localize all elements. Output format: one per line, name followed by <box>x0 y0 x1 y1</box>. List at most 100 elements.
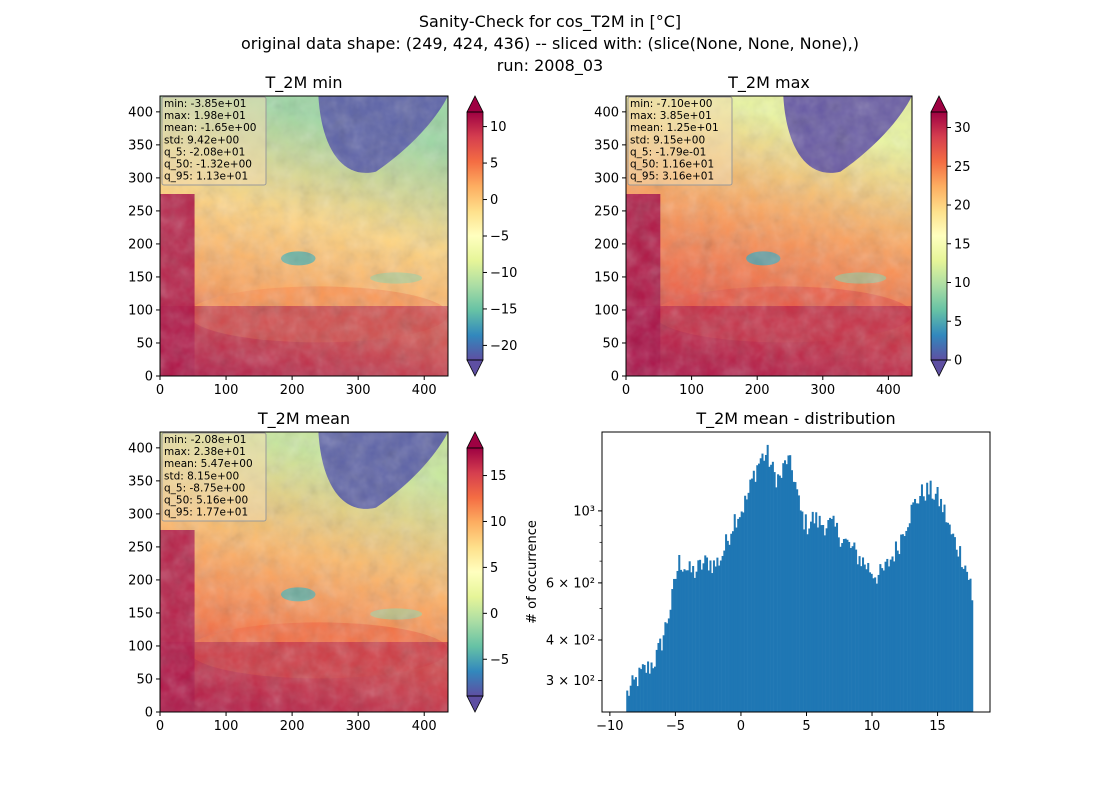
histogram-bar <box>959 546 962 712</box>
histogram-bar <box>841 543 844 712</box>
x-tick-label: −10 <box>596 719 623 734</box>
histogram-bar <box>789 455 792 712</box>
histogram-bar <box>842 539 845 712</box>
histogram-bar <box>863 564 866 712</box>
histogram-bar <box>907 527 910 712</box>
y-tick-label: 6 × 10² <box>546 576 595 591</box>
stats-line: q_50: 5.16e+00 <box>164 495 248 507</box>
histogram-bar <box>797 495 800 712</box>
colorbar-tick-label: 5 <box>954 315 962 330</box>
x-tick-label: 100 <box>214 719 239 734</box>
axes-title: T_2M mean <box>257 409 350 429</box>
histogram-bar <box>667 618 670 712</box>
y-tick-label: 100 <box>594 303 619 318</box>
histogram-bar <box>787 455 790 712</box>
histogram-bar <box>829 517 832 712</box>
histogram-bar <box>704 555 707 712</box>
histogram-bar <box>865 569 868 712</box>
histogram-panel: T_2M mean - distribution −10 −5 0 5 10 15 3 × 1… <box>525 409 991 734</box>
colorbar-tick-label: −20 <box>490 339 517 354</box>
colorbar-tick-label: 10 <box>490 120 507 135</box>
stats-line: max: 2.38e+01 <box>164 446 246 458</box>
histogram-bar <box>931 498 934 712</box>
histogram-bar <box>761 453 764 712</box>
histogram-bar <box>898 554 901 712</box>
histogram-bar <box>770 464 773 712</box>
histogram-bar <box>633 679 636 712</box>
histogram-bar <box>662 635 665 712</box>
histogram-bar <box>735 527 738 712</box>
y-tick-label: 150 <box>594 270 619 285</box>
colorbar-gradient <box>467 448 483 696</box>
colorbar-extend-max <box>466 431 484 449</box>
histogram-bar <box>792 481 795 712</box>
histogram-bar <box>634 677 637 712</box>
stats-line: q_5: -8.75e+00 <box>164 482 245 494</box>
histogram-bar <box>832 515 835 712</box>
stats-line: q_95: 1.13e+01 <box>164 171 248 183</box>
histogram-bar <box>851 546 854 712</box>
colorbar-tick-label: 5 <box>490 157 498 172</box>
histogram-bar <box>827 520 830 712</box>
histogram-bar <box>664 622 667 712</box>
histogram-bar <box>676 570 679 712</box>
histogram-bar <box>631 675 634 712</box>
stats-line: max: 3.85e+01 <box>630 110 712 122</box>
stats-line: max: 1.98e+01 <box>164 110 246 122</box>
histogram-bar <box>879 564 882 712</box>
histogram-bar <box>699 559 702 712</box>
stats-line: min: -7.10e+00 <box>630 98 712 110</box>
colorbar-tick-label: −5 <box>490 230 509 245</box>
histogram-bar <box>889 559 892 712</box>
histogram-bar <box>953 537 956 712</box>
histogram-bar <box>806 534 809 712</box>
histogram-bar <box>681 571 684 712</box>
histogram-bar <box>659 638 662 712</box>
y-tick-label: 150 <box>128 270 153 285</box>
figure-title-line-1: Sanity-Check for cos_T2M in [°C] <box>418 12 682 31</box>
y-axis-label: # of occurrence <box>525 520 540 624</box>
colorbar-tick-label: 5 <box>490 561 498 576</box>
histogram-bar <box>927 494 930 712</box>
histogram-bar <box>830 518 833 712</box>
y-tick-label: 250 <box>128 540 153 555</box>
histogram-bar <box>823 535 826 712</box>
histogram-bar <box>969 578 972 712</box>
histogram-bar <box>922 496 925 712</box>
stats-line: q_95: 3.16e+01 <box>630 171 714 183</box>
y-tick-label: 100 <box>128 639 153 654</box>
histogram-bar <box>660 650 663 712</box>
histogram-bar <box>645 672 648 712</box>
histogram-bar <box>924 500 927 712</box>
histogram-bar <box>692 565 695 712</box>
y-tick-label: 250 <box>128 204 153 219</box>
histogram-bar <box>912 502 915 712</box>
histogram-bar <box>945 522 948 712</box>
histogram-bar <box>870 573 873 712</box>
y-tick-label: 4 × 10² <box>546 634 595 649</box>
histogram-bar <box>943 504 946 712</box>
histogram-bar <box>901 534 904 712</box>
histogram-bar <box>882 570 885 712</box>
histogram-bar <box>908 523 911 712</box>
histogram-bar <box>874 577 877 712</box>
histogram-bar <box>752 470 755 712</box>
histogram-bar <box>836 522 839 712</box>
axes-title: T_2M mean - distribution <box>695 409 895 429</box>
colorbar-extend-min <box>930 359 948 377</box>
axes-title: T_2M min <box>264 73 342 93</box>
axes-frame <box>159 95 449 377</box>
histogram-bar <box>849 547 852 712</box>
y-tick-label: 50 <box>136 672 153 687</box>
histogram-bar <box>693 577 696 712</box>
colorbar-tick-label: 20 <box>954 199 971 214</box>
y-tick-label: 300 <box>128 507 153 522</box>
figure-title-line-2: original data shape: (249, 424, 436) -- … <box>241 34 859 53</box>
histogram-bar <box>868 572 871 712</box>
histogram-bar <box>764 454 767 712</box>
histogram-bar <box>948 524 951 712</box>
histogram-bar <box>678 554 681 712</box>
histogram-bar <box>920 484 923 712</box>
histogram-bar <box>686 570 689 712</box>
